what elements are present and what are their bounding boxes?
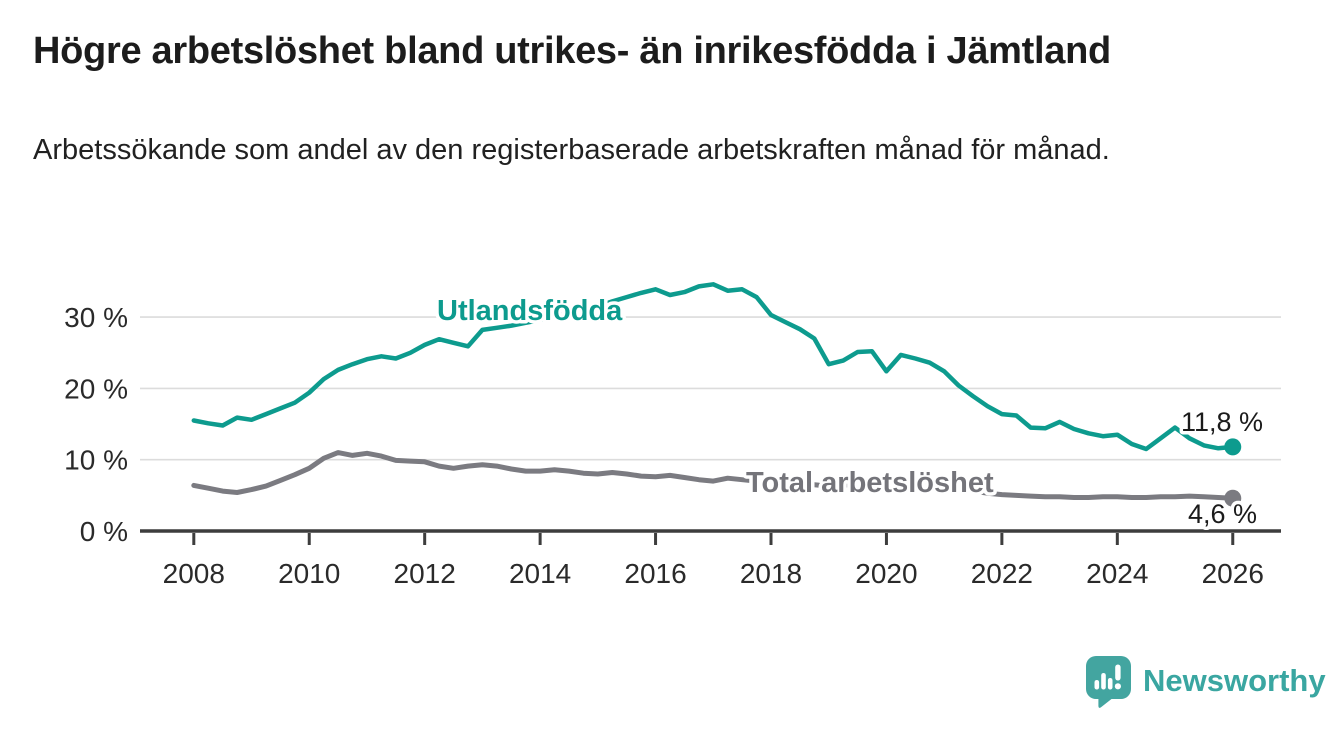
x-axis-label: 2018 [740, 558, 802, 589]
series-name-label: Total arbetslöshet [746, 467, 994, 499]
logo-bar-3 [1107, 677, 1113, 689]
y-axis-label: 30 % [64, 302, 128, 333]
x-axis-label: 2010 [278, 558, 340, 589]
newsworthy-logo-icon [1086, 655, 1131, 708]
y-axis-label: 10 % [64, 445, 128, 476]
logo-exclamation-dot [1114, 682, 1121, 689]
x-axis-label: 2008 [163, 558, 225, 589]
x-axis-label: 2016 [624, 558, 686, 589]
series-end-value-label: 4,6 % [1188, 499, 1257, 529]
chart-subtitle: Arbetssökande som andel av den registerb… [33, 134, 1110, 166]
series-end-value-label: 11,8 % [1181, 407, 1263, 437]
series-line [191, 450, 1236, 501]
newsworthy-logo: Newsworthy [1085, 654, 1326, 708]
x-axis-label: 2026 [1202, 558, 1264, 589]
series-end-dot [1224, 489, 1242, 507]
x-axis-label: 2014 [509, 558, 571, 589]
logo-exclamation-bar [1115, 664, 1121, 680]
series-name-label: Utlandsfödda [437, 295, 623, 327]
logo-bar-1 [1094, 679, 1100, 689]
y-axis-label: 0 % [80, 516, 128, 547]
x-axis-label: 2012 [394, 558, 456, 589]
series-line [191, 282, 1236, 452]
y-axis-label: 20 % [64, 373, 128, 404]
series-end-dot [1224, 438, 1242, 456]
x-axis-label: 2022 [971, 558, 1033, 589]
x-axis-label: 2024 [1086, 558, 1148, 589]
newsworthy-wordmark: Newsworthy [1143, 663, 1326, 698]
chart-title: Högre arbetslöshet bland utrikes- än inr… [33, 30, 1111, 72]
x-axis-label: 2020 [855, 558, 917, 589]
logo-bar-2 [1101, 672, 1106, 689]
